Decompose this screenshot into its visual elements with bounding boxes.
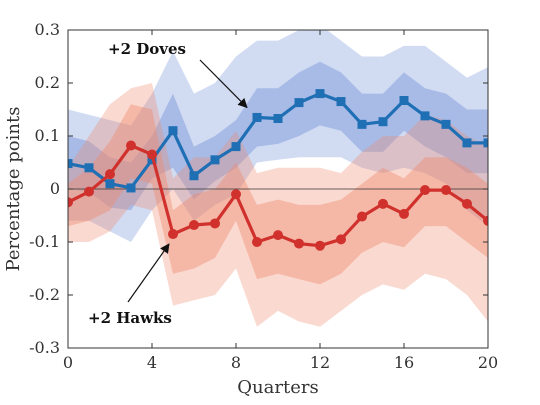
- x-tick-label: 8: [231, 353, 241, 372]
- y-tick-label: -0.2: [29, 285, 60, 304]
- 2-hawks-point-20: [483, 215, 488, 226]
- y-tick-label: 0.2: [35, 73, 60, 92]
- confidence-bands: [68, 30, 488, 327]
- y-tick-label: -0.1: [29, 232, 60, 251]
- series-lines: [68, 89, 488, 251]
- 2-doves-inner-band: [68, 61, 488, 211]
- 2-hawks-point-15: [378, 198, 388, 209]
- y-tick-label: -0.3: [29, 338, 60, 357]
- y-tick-label: 0.3: [35, 20, 60, 39]
- x-tick-label: 20: [478, 353, 498, 372]
- 2-doves-point-2: [105, 179, 115, 189]
- y-tick-label: 0.1: [35, 126, 60, 145]
- axes: 0 4 8 12 16 20 -0.3 -0.2 -0.1 0 0.1 0.2 0.3 Quarters P…: [3, 20, 498, 398]
- x-tick-label: 16: [394, 353, 414, 372]
- 2-doves-point-8: [231, 142, 241, 152]
- 2-doves-point-7: [210, 155, 220, 165]
- 2-hawks-point-9: [252, 237, 262, 247]
- 2-doves-point-14: [357, 119, 367, 129]
- 2-doves-point-6: [189, 171, 199, 181]
- 2-doves-point-16: [399, 95, 409, 105]
- 2-doves-point-20: [483, 138, 488, 148]
- x-tick-label: 12: [310, 353, 330, 372]
- 2-hawks-point-14: [357, 211, 367, 222]
- 2-doves-point-18: [441, 119, 451, 129]
- 2-doves-point-10: [273, 114, 283, 124]
- 2-hawks-point-0: [68, 197, 73, 208]
- x-tick-label: 0: [63, 353, 73, 372]
- 2-hawks-point-3: [126, 140, 136, 151]
- 2-hawks-annotation-label: +2 Hawks: [88, 309, 172, 327]
- 2-hawks-point-4: [147, 149, 157, 160]
- 2-doves-point-19: [462, 138, 472, 148]
- 2-hawks-point-17: [420, 185, 430, 196]
- x-axis-title: Quarters: [237, 377, 318, 398]
- 2-doves-point-15: [378, 117, 388, 127]
- 2-doves-point-1: [84, 163, 94, 173]
- 2-hawks-annotation-arrow: [127, 243, 170, 303]
- 2-hawks-point-16: [399, 208, 409, 219]
- 2-doves-point-12: [315, 89, 325, 99]
- 2-hawks-point-2: [105, 169, 115, 180]
- 2-hawks-point-19: [462, 198, 472, 209]
- 2-doves-point-0: [68, 159, 73, 169]
- 2-doves-point-17: [420, 111, 430, 121]
- 2-hawks-point-11: [294, 238, 304, 249]
- 2-doves-annotation-label: +2 Doves: [108, 40, 186, 58]
- 2-doves-point-3: [126, 183, 136, 193]
- 2-hawks-point-12: [315, 240, 325, 251]
- x-tick-label: 4: [147, 353, 157, 372]
- 2-hawks-point-8: [231, 189, 241, 200]
- 2-hawks-point-1: [84, 186, 94, 197]
- y-axis-title: Percentage points: [3, 107, 24, 272]
- 2-hawks-inner-band: [68, 104, 488, 285]
- 2-hawks-point-5: [168, 229, 178, 240]
- 2-doves-annotation-arrow: [199, 59, 248, 109]
- 2-doves-point-9: [252, 112, 262, 122]
- 2-doves-point-11: [294, 98, 304, 108]
- 2-doves-point-13: [336, 97, 346, 107]
- 2-hawks-point-18: [441, 185, 451, 196]
- 2-hawks-point-10: [273, 230, 283, 241]
- 2-doves-point-5: [168, 126, 178, 136]
- y-tick-label: 0: [50, 179, 60, 198]
- 2-hawks-point-6: [189, 220, 199, 231]
- 2-hawks-outer-band: [68, 83, 488, 327]
- annotations: +2 Doves +2 Hawks: [88, 40, 248, 327]
- 2-hawks-point-13: [336, 234, 346, 245]
- 2-hawks-point-7: [210, 218, 220, 229]
